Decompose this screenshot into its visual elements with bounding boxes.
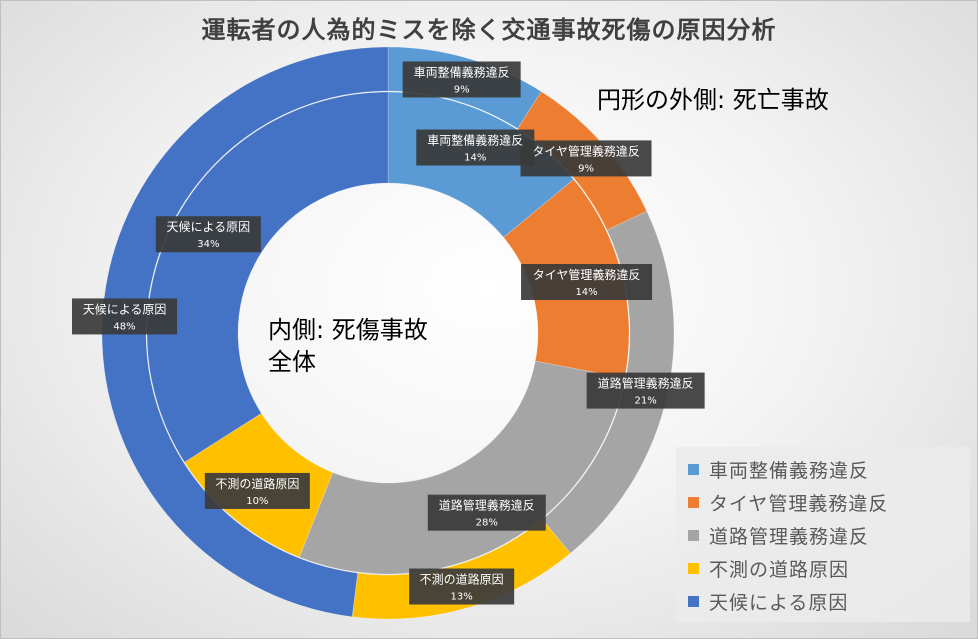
data-label-box: [427, 494, 546, 531]
data-label-box: [520, 140, 652, 177]
inner-slice-road-management: [298, 360, 626, 575]
inner-data-label-vehicle-maintenance: 車両整備義務違反 14%: [416, 129, 535, 166]
chart-legend: 車両整備義務違反 タイヤ管理義務違反 道路管理義務違反 不測の道路原因 天候による原因: [676, 447, 970, 622]
legend-swatch: [688, 463, 699, 475]
legend-item-unforeseen-road: 不測の道路原因: [688, 553, 849, 583]
inner-data-label-weather: 天候による原因 34%: [155, 216, 261, 253]
legend-label: 車両整備義務違反: [709, 459, 870, 482]
data-label-category: 天候による原因: [83, 302, 167, 316]
inner-ring-annotation: 内側: 死傷事故 全体: [268, 314, 428, 378]
data-label-box: [521, 264, 653, 301]
inner-annotation-line2: 全体: [268, 348, 316, 376]
outer-data-label-vehicle-maintenance: 車両整備義務違反 9%: [402, 61, 521, 98]
data-label-box: [402, 61, 521, 98]
data-label-percent: 34%: [197, 239, 219, 250]
inner-annotation-line1: 内側: 死傷事故: [268, 316, 428, 344]
data-label-box: [155, 216, 261, 253]
legend-item-tire-management: タイヤ管理義務違反: [688, 487, 888, 517]
data-label-box: [409, 568, 515, 605]
outer-data-label-unforeseen-road: 不測の道路原因 13%: [409, 568, 515, 605]
data-label-percent: 9%: [454, 84, 470, 95]
inner-data-label-tire-management: タイヤ管理義務違反 14%: [521, 264, 653, 301]
outer-data-label-weather: 天候による原因 48%: [72, 298, 178, 335]
outer-slice-weather: [101, 46, 389, 618]
data-label-category: 不測の道路原因: [420, 572, 504, 587]
legend-item-vehicle-maintenance: 車両整備義務違反: [688, 454, 869, 484]
legend-swatch: [688, 595, 699, 607]
legend-swatch: [688, 529, 699, 541]
data-label-percent: 13%: [451, 592, 473, 603]
data-label-percent: 9%: [578, 163, 594, 174]
inner-data-label-road-management: 道路管理義務違反 28%: [427, 494, 546, 531]
data-label-percent: 14%: [464, 153, 486, 164]
data-label-percent: 48%: [113, 321, 135, 332]
legend-swatch: [688, 496, 699, 508]
outer-data-label-road-management: 道路管理義務違反 21%: [586, 372, 705, 409]
data-label-category: 道路管理義務違反: [598, 376, 694, 391]
data-label-category: 不測の道路原因: [215, 476, 299, 491]
data-label-box: [204, 472, 310, 509]
data-label-category: 車両整備義務違反: [414, 64, 510, 79]
outer-ring-annotation: 円形の外側: 死亡事故: [597, 86, 829, 114]
outer-data-label-tire-management: タイヤ管理義務違反 9%: [520, 140, 652, 177]
data-label-category: タイヤ管理義務違反: [533, 267, 641, 282]
data-label-category: 車両整備義務違反: [427, 133, 523, 148]
legend-swatch: [688, 562, 699, 574]
inner-data-label-unforeseen-road: 不測の道路原因 10%: [204, 472, 310, 509]
legend-label: 道路管理義務違反: [709, 525, 870, 548]
legend-item-road-management: 道路管理義務違反: [688, 520, 869, 550]
data-label-box: [416, 129, 535, 166]
data-label-percent: 10%: [246, 496, 268, 507]
data-label-percent: 14%: [575, 287, 597, 298]
data-label-category: タイヤ管理義務違反: [532, 143, 640, 158]
legend-item-weather: 天候による原因: [688, 586, 848, 616]
legend-label: 不測の道路原因: [709, 558, 850, 581]
data-label-category: 道路管理義務違反: [439, 498, 535, 513]
legend-label: タイヤ管理義務違反: [709, 492, 889, 515]
data-label-box: [72, 298, 178, 335]
chart-title: 運転者の人為的ミスを除く交通事故死傷の原因分析: [201, 16, 777, 44]
data-label-category: 天候による原因: [167, 220, 251, 234]
data-label-percent: 21%: [635, 396, 657, 407]
data-label-box: [586, 372, 705, 409]
legend-label: 天候による原因: [709, 591, 849, 614]
data-label-percent: 28%: [476, 518, 498, 529]
